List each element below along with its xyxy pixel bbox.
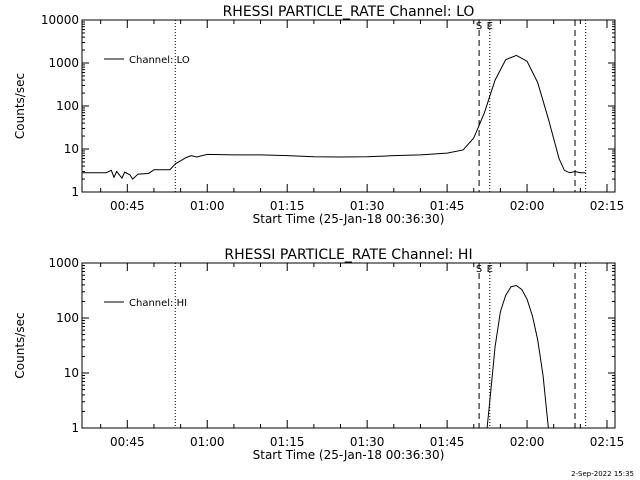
- chart-panel-1: RHESSI PARTICLE_RATE Channel: LO Counts/s…: [13, 4, 624, 226]
- x-tick-label: 00:45: [110, 199, 145, 213]
- y-tick-label: 100: [56, 99, 79, 113]
- y-tick-label: 10000: [41, 13, 79, 27]
- x-tick-label: 01:15: [270, 199, 305, 213]
- chart-panel-2: RHESSI PARTICLE_RATE Channel: HI Counts/s…: [13, 247, 624, 462]
- x-tick-label: 02:00: [510, 199, 545, 213]
- x-tick-label: 01:45: [430, 199, 465, 213]
- legend-entry: Channel: LO: [129, 55, 190, 66]
- plot-frame: [81, 262, 616, 429]
- y-tick-label: 1000: [48, 256, 79, 270]
- plot-frame: [81, 19, 616, 193]
- x-tick-label: 01:45: [430, 435, 465, 449]
- y-tick-label: 10: [64, 366, 79, 380]
- annotation-e: E: [487, 21, 493, 32]
- y-tick-label: 100: [56, 311, 79, 325]
- x-tick-label: 01:15: [270, 435, 305, 449]
- annotation-s: S: [476, 264, 482, 275]
- x-tick-label: 01:00: [190, 435, 225, 449]
- annotation-e: E: [487, 264, 493, 275]
- x-axis-label: Start Time (25-Jan-18 00:36:30): [253, 212, 445, 226]
- x-axis-label: Start Time (25-Jan-18 00:36:30): [253, 448, 445, 462]
- x-tick-label: 02:15: [590, 199, 625, 213]
- chart-title: RHESSI PARTICLE_RATE Channel: LO: [223, 4, 475, 20]
- x-tick-label: 01:00: [190, 199, 225, 213]
- x-tick-label: 02:15: [590, 435, 625, 449]
- y-tick-label: 10: [64, 142, 79, 156]
- y-axis-label: Counts/sec: [13, 73, 27, 139]
- x-tick-label: 02:00: [510, 435, 545, 449]
- y-tick-label: 1: [71, 185, 79, 199]
- x-tick-label: 01:30: [350, 199, 385, 213]
- x-tick-label: 01:30: [350, 435, 385, 449]
- annotation-s: S: [476, 21, 482, 32]
- x-tick-label: 00:45: [110, 435, 145, 449]
- y-tick-label: 1: [71, 421, 79, 435]
- chart-title: RHESSI PARTICLE_RATE Channel: HI: [224, 247, 472, 263]
- y-tick-label: 1000: [48, 56, 79, 70]
- series-line: [82, 54, 586, 180]
- series-line: [486, 284, 549, 429]
- legend-entry: Channel: HI: [129, 298, 187, 309]
- timestamp-label: 2-Sep-2022 15:35: [571, 470, 634, 478]
- y-axis-label: Counts/sec: [13, 312, 27, 378]
